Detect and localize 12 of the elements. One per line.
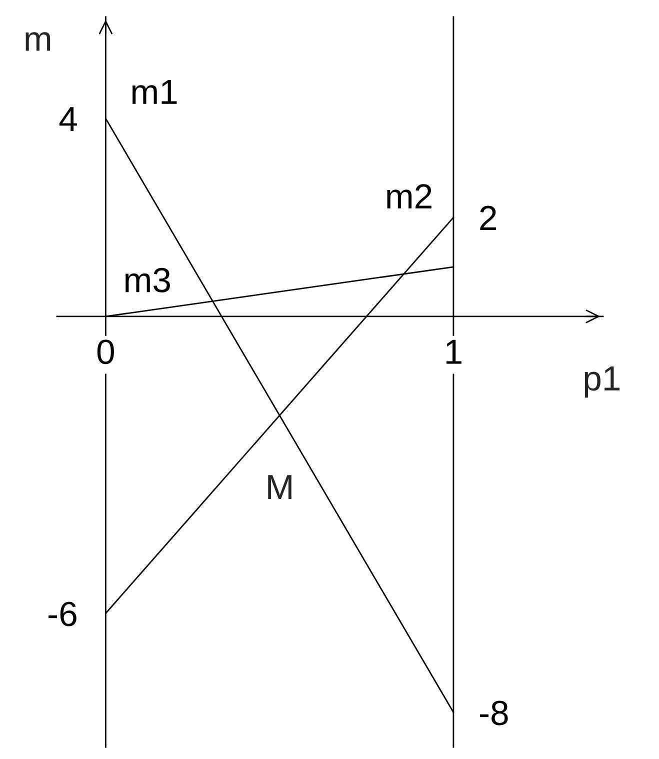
series-label: m1 xyxy=(132,80,177,104)
y2-tick-label: 2 xyxy=(480,206,496,230)
x-tick-label: 0 xyxy=(97,340,114,364)
y-tick-label: 4 xyxy=(59,107,77,132)
y-tick-label: -6 xyxy=(48,602,76,626)
series-label: m2 xyxy=(387,184,432,208)
x-tick-label: 1 xyxy=(446,340,462,364)
x-axis-title: p1 xyxy=(584,366,620,398)
y2-tick-label: -8 xyxy=(480,700,508,726)
annotation: M xyxy=(268,475,292,500)
y-axis-title: m xyxy=(26,32,50,51)
series-label: m3 xyxy=(126,268,170,292)
